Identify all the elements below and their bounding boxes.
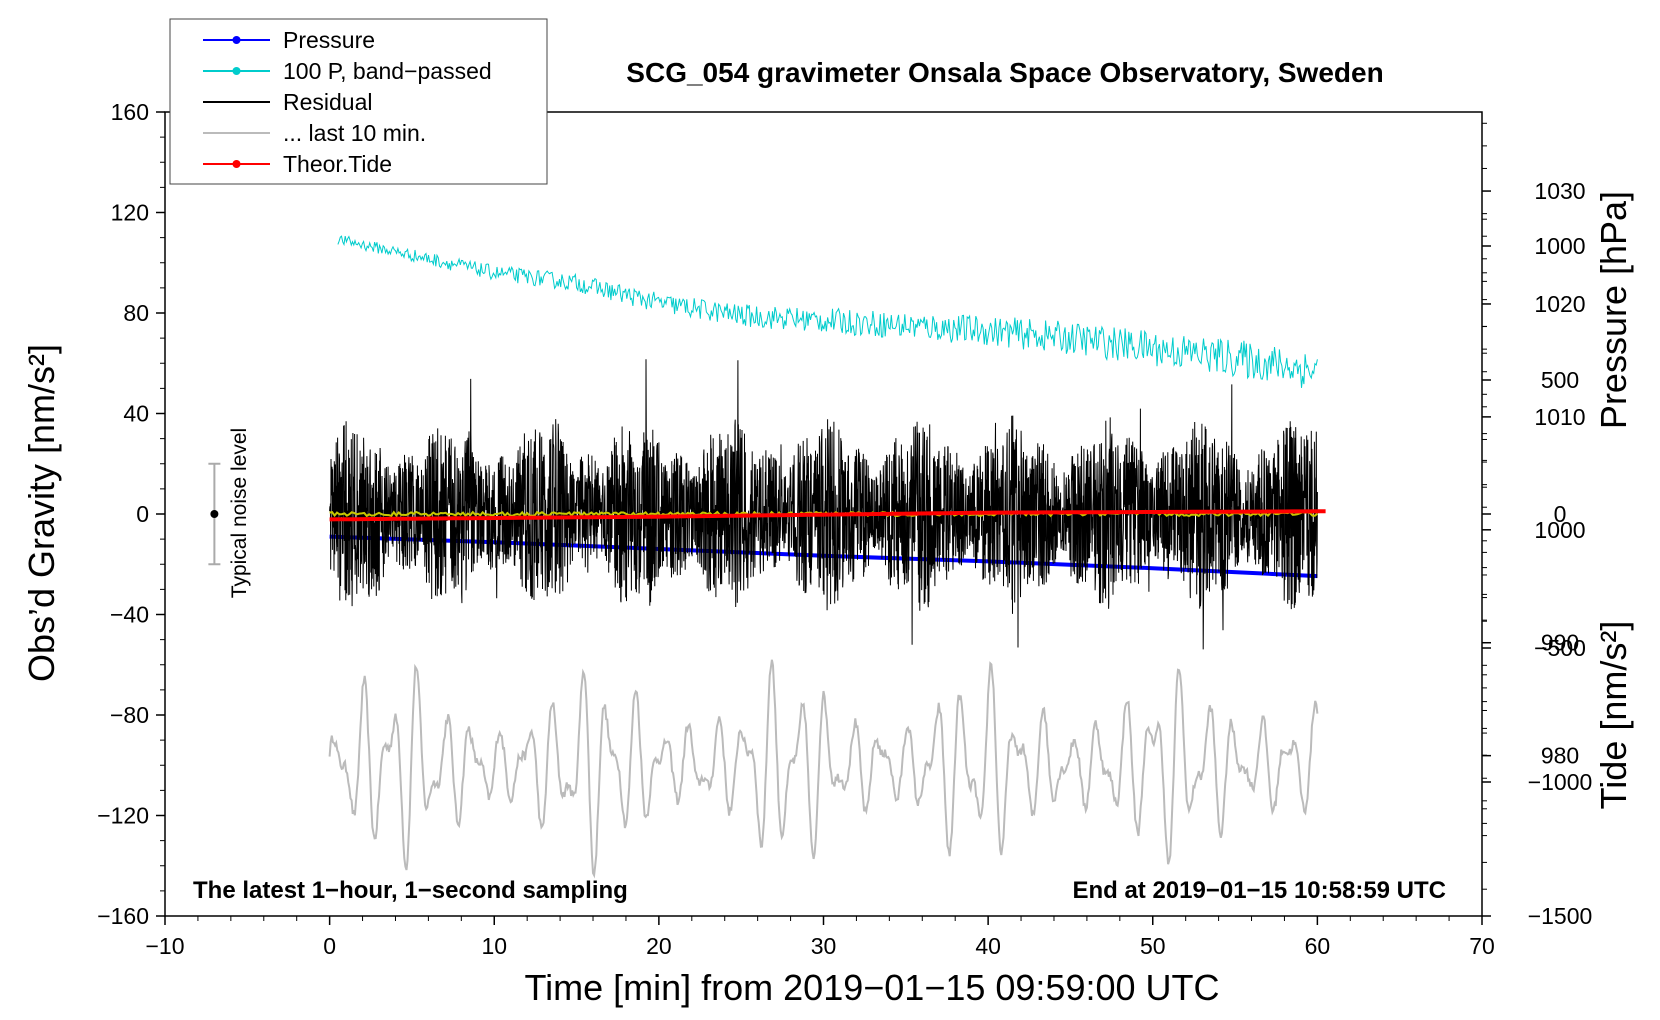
y-axis-label-pressure: Pressure [hPa] bbox=[1593, 191, 1634, 429]
noise-level-label: Typical noise level bbox=[228, 428, 251, 598]
legend-marker bbox=[232, 36, 241, 44]
y-axis-label-tide: Tide [nm/s²] bbox=[1593, 621, 1634, 810]
legend-marker bbox=[232, 160, 241, 168]
tide-tick-label: −1500 bbox=[1528, 903, 1593, 929]
tide-tick-label: 500 bbox=[1541, 367, 1579, 393]
x-tick-label: 10 bbox=[481, 933, 507, 959]
pressure-tick-label: 980 bbox=[1541, 743, 1579, 769]
y-tick-label: −160 bbox=[97, 903, 149, 929]
y-tick-label: −80 bbox=[110, 702, 149, 728]
x-tick-label: 60 bbox=[1305, 933, 1331, 959]
pressure-tick-label: 1010 bbox=[1534, 404, 1585, 430]
noise-level-indicator bbox=[208, 462, 221, 566]
pressure-tick-label: 1000 bbox=[1534, 517, 1585, 543]
legend-marker bbox=[232, 67, 241, 75]
x-tick-label: 20 bbox=[646, 933, 672, 959]
y-tick-label: 160 bbox=[111, 99, 149, 125]
legend: Pressure 100 P, band−passed Residual ... la… bbox=[169, 18, 548, 185]
noise-center-dot bbox=[210, 510, 219, 518]
tide-tick-label: −500 bbox=[1534, 635, 1586, 661]
legend-label: Theor.Tide bbox=[283, 151, 392, 177]
x-tick-label: 0 bbox=[323, 933, 336, 959]
y-axis-label-gravity: Obs’d Gravity [nm/s²] bbox=[21, 344, 62, 682]
series-band-passed-pressure bbox=[337, 235, 1318, 388]
plot-layer bbox=[328, 235, 1326, 879]
axes-layer: −10 0 10 20 30 40 50 60 7016012080400−40−80−120−… bbox=[97, 99, 1592, 959]
tide-tick-label: −1000 bbox=[1528, 769, 1593, 795]
x-axis-label: Time [min] from 2019−01−15 09:59:00 UTC bbox=[524, 967, 1219, 1008]
y-tick-label: −40 bbox=[110, 602, 149, 628]
note-end-time: End at 2019−01−15 10:58:59 UTC bbox=[1072, 877, 1446, 904]
pressure-tick-label: 1030 bbox=[1534, 178, 1585, 204]
tide-tick-label: 0 bbox=[1554, 501, 1567, 527]
y-tick-label: −120 bbox=[97, 803, 149, 829]
legend-label: ... last 10 min. bbox=[283, 120, 426, 146]
x-tick-label: 50 bbox=[1140, 933, 1166, 959]
tide-tick-label: 1000 bbox=[1534, 233, 1585, 259]
legend-label: Residual bbox=[283, 89, 373, 115]
x-tick-label: 70 bbox=[1469, 933, 1495, 959]
y-tick-label: 80 bbox=[123, 300, 149, 326]
y-tick-label: 40 bbox=[123, 401, 149, 427]
legend-label: Pressure bbox=[283, 27, 375, 53]
y-tick-label: 0 bbox=[136, 501, 149, 527]
x-tick-label: −10 bbox=[145, 933, 184, 959]
x-tick-label: 40 bbox=[975, 933, 1001, 959]
x-tick-label: 30 bbox=[811, 933, 837, 959]
series-theoretical-tide bbox=[329, 509, 1326, 522]
legend-label: 100 P, band−passed bbox=[283, 58, 492, 84]
series-residual bbox=[329, 359, 1318, 650]
pressure-tick-label: 990 bbox=[1541, 630, 1579, 656]
chart-title: SCG_054 gravimeter Onsala Space Observat… bbox=[626, 57, 1383, 88]
pressure-tick-label: 1020 bbox=[1534, 291, 1585, 317]
series-last-10-min bbox=[328, 659, 1319, 879]
note-latest-hour: The latest 1−hour, 1−second sampling bbox=[193, 877, 628, 904]
y-tick-label: 120 bbox=[111, 200, 149, 226]
